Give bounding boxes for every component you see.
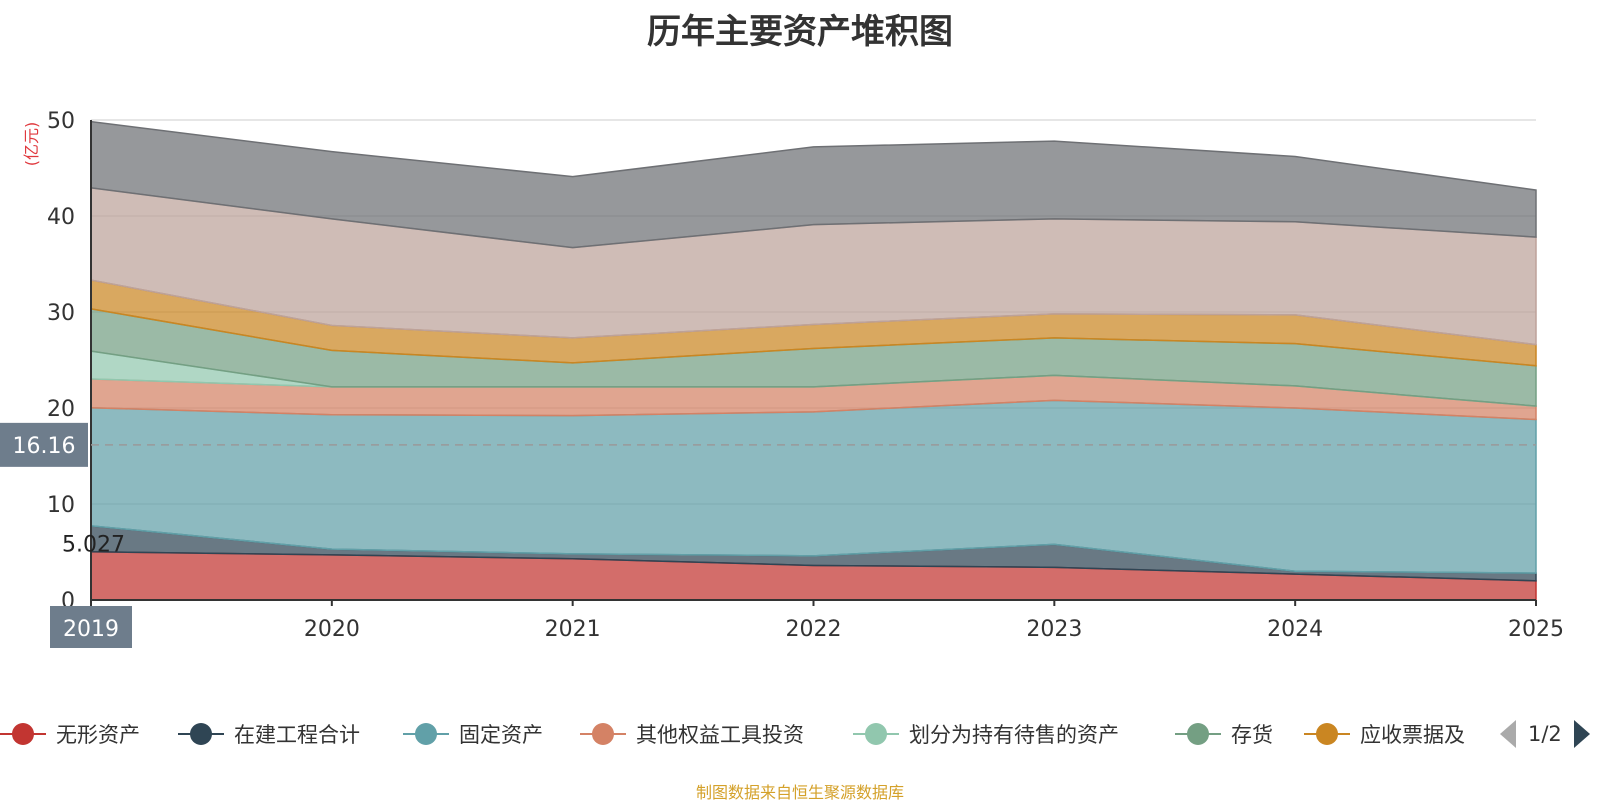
legend-item[interactable]: 存货 [1175,716,1273,752]
legend-marker-icon [178,722,224,746]
legend-label: 应收票据及 [1360,723,1465,747]
y-axis-unit-label: (亿元) [22,122,41,167]
area-series [90,120,1537,601]
legend-pager: 1/2 [1500,716,1590,752]
legend-marker-icon [580,722,626,746]
y-tick-label: 20 [47,397,75,422]
legend-label: 无形资产 [56,723,140,747]
y-tick-label: 30 [47,301,75,326]
x-tick-label: 2025 [1508,617,1564,642]
y-tick-label: 50 [47,109,75,134]
source-note: 制图数据来自恒生聚源数据库 [695,783,904,802]
legend-marker-icon [403,722,449,746]
legend-prev-page-icon[interactable] [1500,720,1516,748]
legend-label: 其他权益工具投资 [636,723,804,747]
legend-marker-icon [1175,722,1221,746]
legend-item[interactable]: 在建工程合计 [178,716,360,752]
y-tick-label: 40 [47,205,75,230]
legend-item[interactable]: 应收票据及 [1304,716,1465,752]
legend-label: 在建工程合计 [234,723,360,747]
data-point-label: 5.027 [62,533,125,558]
legend-label: 固定资产 [459,723,543,747]
legend-item[interactable]: 划分为持有待售的资产 [853,716,1119,752]
axis-pointer: 16.16 2019 5.027 [0,422,1536,648]
legend-item[interactable]: 固定资产 [403,716,543,752]
area-series-3 [90,399,1537,574]
x-tick-label: 2020 [304,617,360,642]
legend-marker-icon [0,722,46,746]
legend-marker-icon [1304,722,1350,746]
legend-marker-icon [853,722,899,746]
y-pointer-value: 16.16 [13,434,76,459]
y-pointer-badge [0,422,88,467]
x-pointer-value: 2019 [63,617,119,642]
legend-item[interactable]: 其他权益工具投资 [580,716,804,752]
x-tick-label: 2021 [545,617,601,642]
legend: 无形资产 在建工程合计 固定资产 其他权益工具投资 划分为持有待售的资产 存货 应收票据及 [0,716,1600,752]
x-pointer-badge [50,606,132,648]
x-tick-label: 2023 [1026,617,1082,642]
area-series-9 [90,120,1537,249]
legend-item[interactable]: 无形资产 [0,716,140,752]
x-tick-label: 2022 [786,617,842,642]
x-tick-label: 2024 [1267,617,1323,642]
legend-next-page-icon[interactable] [1573,720,1590,748]
y-tick-label: 10 [47,493,75,518]
chart-title: 历年主要资产堆积图 [647,12,953,52]
legend-page-indicator: 1/2 [1528,722,1562,746]
legend-label: 存货 [1231,723,1273,747]
legend-label: 划分为持有待售的资产 [909,723,1119,747]
